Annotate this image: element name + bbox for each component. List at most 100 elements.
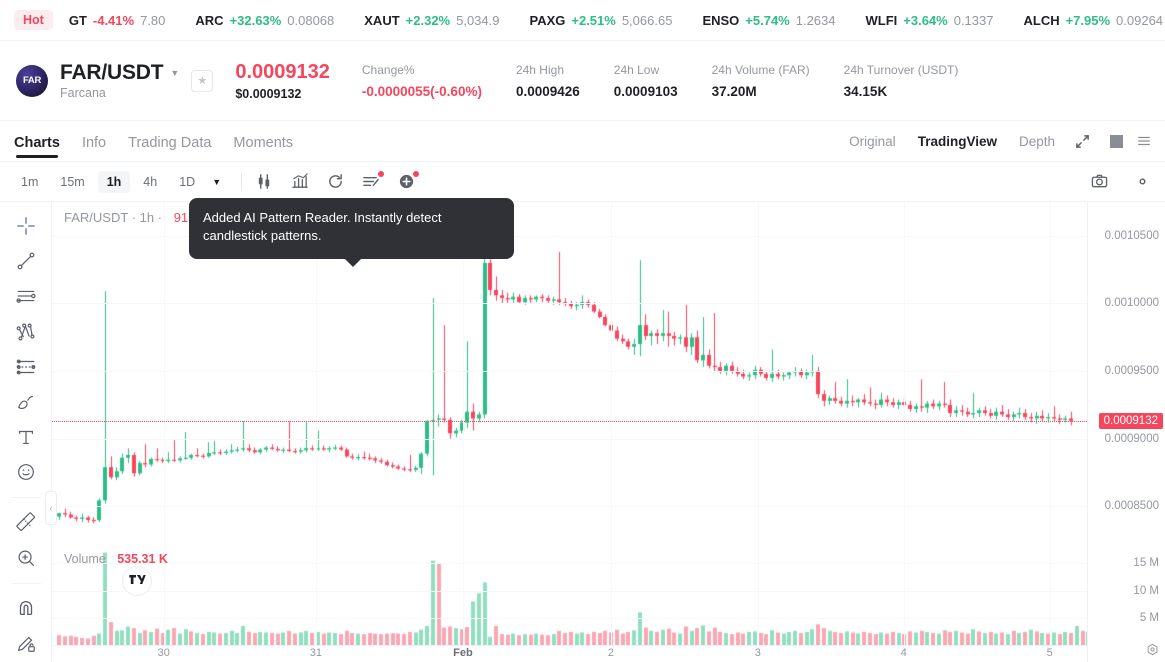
interval-4h[interactable]: 4h [143, 174, 158, 189]
ticker-item[interactable]: ARC +32.63% 0.08068 [195, 13, 334, 28]
y-axis-label: 0.0009500 [1104, 365, 1159, 378]
market-stat: 24h Turnover (USDT) 34.15K [844, 63, 959, 99]
volume-axis-label: 5 M [1139, 611, 1159, 624]
candles-icon[interactable] [256, 173, 273, 190]
maximize-icon[interactable] [1110, 134, 1123, 148]
volume-axis-label: 15 M [1133, 557, 1159, 570]
view-tab-original[interactable]: Original [849, 133, 896, 149]
chart-toolbar: 1m 15m 1h 4h 1D ▼ [0, 162, 1165, 202]
horizontal-lines-tool-icon[interactable] [9, 280, 43, 312]
ticker-price: 1.2634 [795, 12, 836, 28]
favorite-star-icon[interactable]: ★ [191, 69, 214, 92]
gridline [610, 202, 612, 547]
menu-icon[interactable] [1137, 134, 1151, 148]
price-pane[interactable] [52, 202, 1087, 547]
ticker-item[interactable]: XAUT +2.32% 5,034.9 [364, 13, 499, 28]
brush-tool-icon[interactable] [9, 386, 43, 418]
indicators-icon[interactable] [291, 173, 309, 190]
toolbar-divider [241, 173, 243, 190]
ticker-price: 5,066.65 [621, 12, 673, 28]
gridline [52, 506, 1087, 508]
price-scale-axis[interactable]: 0.0010500 0.0010000 0.0009500 0.0009000 0.00… [1087, 202, 1165, 662]
gridline [903, 547, 905, 645]
ticker-change: -4.41% [92, 12, 135, 28]
ticker-item[interactable]: ALCH +7.95% 0.09264 [1023, 13, 1163, 28]
chart-plot-area[interactable]: FAR/USDT · 1h · 9132 0.0000000 (0.00%) V… [52, 202, 1165, 662]
ticker-change: +2.51% [571, 12, 616, 28]
gridline [52, 303, 1087, 305]
ai-pattern-reader-icon[interactable] [362, 171, 385, 190]
tradingview-logo[interactable] [122, 566, 152, 596]
project-name: Farcana [60, 86, 106, 100]
refresh-icon[interactable] [327, 173, 344, 190]
ticker-symbol: ENSO [702, 12, 740, 28]
ticker-price: 0.08068 [287, 12, 335, 28]
ticker-symbol: GT [68, 12, 87, 28]
view-tab-tradingview[interactable]: TradingView [917, 133, 997, 149]
add-indicator-icon[interactable] [398, 171, 420, 190]
interval-15m[interactable]: 15m [60, 174, 85, 189]
chevron-down-icon[interactable]: ▼ [212, 176, 222, 187]
volume-canvas[interactable] [52, 547, 1087, 645]
collapse-sidebar-handle[interactable]: ‹ [45, 491, 57, 525]
ticker-item[interactable]: PAXG +2.51% 5,066.65 [529, 13, 672, 28]
interval-1D[interactable]: 1D [179, 174, 196, 189]
volume-pane[interactable]: Volume 535.31 K [52, 547, 1087, 645]
ticker-change: +32.63% [229, 12, 282, 28]
crosshair-tool-icon[interactable] [9, 210, 43, 242]
market-stat: 24h High 0.0009426 [516, 63, 580, 99]
text-tool-icon[interactable] [9, 421, 43, 453]
ticker-change: +2.32% [405, 12, 451, 28]
tab-info[interactable]: Info [81, 135, 107, 151]
emoji-tool-icon[interactable] [9, 456, 43, 488]
tools-divider [10, 582, 41, 584]
fib-retracement-tool-icon[interactable] [9, 351, 43, 383]
pair-block[interactable]: FAR/USDT ▼ Farcana [60, 61, 179, 100]
trend-line-tool-icon[interactable] [9, 245, 43, 277]
legend-interval: 1h [139, 210, 155, 225]
candlestick-canvas[interactable] [52, 202, 1087, 547]
expand-icon[interactable] [1075, 134, 1090, 149]
camera-icon[interactable] [1091, 173, 1108, 190]
tab-trading-data[interactable]: Trading Data [128, 135, 212, 151]
stat-value: 0.0009103 [613, 83, 678, 99]
gridline [757, 202, 759, 547]
x-axis-label: Feb [453, 647, 473, 659]
tab-charts[interactable]: Charts [14, 123, 60, 161]
section-tabs: Charts Info Trading Data Moments [14, 121, 315, 161]
view-tab-depth[interactable]: Depth [1018, 133, 1055, 149]
magnet-tool-icon[interactable] [9, 592, 43, 624]
ticker-price: 5,034.9 [456, 12, 500, 28]
gridline [163, 547, 165, 645]
tab-moments[interactable]: Moments [233, 135, 294, 151]
measure-tool-icon[interactable] [9, 506, 43, 538]
chevron-down-icon[interactable]: ▼ [170, 68, 180, 78]
volume-label: Volume [64, 552, 106, 566]
settings-gear-icon[interactable] [1134, 173, 1151, 190]
notification-dot [378, 171, 385, 177]
gridline [52, 563, 1087, 565]
gridline [52, 371, 1087, 373]
gridline [315, 547, 317, 645]
pitchfork-tool-icon[interactable] [9, 316, 43, 348]
gridline [462, 547, 464, 645]
time-scale-axis[interactable]: 30 31 Feb 2 3 4 5 [52, 645, 1087, 662]
x-axis-label: 3 [754, 647, 761, 659]
interval-1h[interactable]: 1h [97, 170, 131, 193]
ticker-item[interactable]: GT -4.41% 7.80 [69, 13, 166, 28]
target-icon[interactable] [1146, 643, 1159, 661]
x-axis-label: 2 [607, 647, 614, 659]
ticker-symbol: PAXG [529, 12, 566, 28]
ticker-item[interactable]: WLFI +3.64% 0.1337 [866, 13, 994, 28]
gridline [52, 590, 1087, 592]
stat-label: Change% [361, 62, 415, 77]
gridline [757, 547, 759, 645]
ticker-item[interactable]: ENSO +5.74% 1.2634 [702, 13, 835, 28]
feature-tooltip[interactable]: Added AI Pattern Reader. Instantly detec… [189, 198, 514, 267]
zoom-in-tool-icon[interactable] [9, 542, 43, 574]
gridline [52, 617, 1087, 619]
tooltip-text: Added AI Pattern Reader. Instantly detec… [203, 210, 442, 244]
lock-drawings-tool-icon[interactable] [9, 627, 43, 659]
interval-1m[interactable]: 1m [21, 174, 39, 189]
usd-price: $0.0009132 [235, 86, 302, 101]
